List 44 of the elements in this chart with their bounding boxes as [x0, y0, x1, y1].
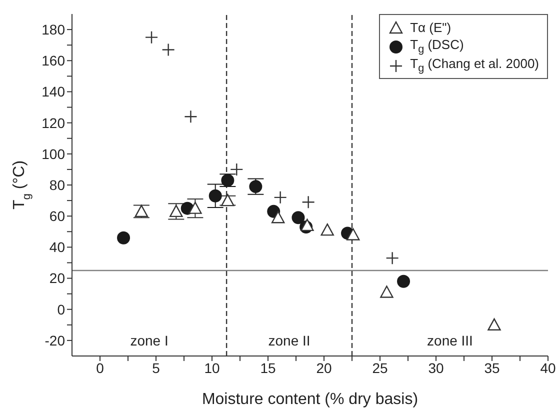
point: [184, 110, 198, 124]
x-tick-label: 20: [316, 360, 332, 376]
y-tick-label: -20: [44, 332, 66, 348]
point: [117, 231, 130, 244]
annotation: zone I: [130, 332, 168, 349]
y-tick-label: 40: [49, 239, 66, 256]
point: [302, 196, 315, 209]
point: [271, 211, 285, 224]
legend-label: T$_{g}$ (Chang et al. 2000): [410, 56, 539, 75]
annotation: zone III: [427, 332, 473, 349]
x-tick-label: 25: [372, 360, 388, 376]
legend-label: T$_{g}$ (DSC): [410, 37, 464, 56]
x-tick-label: 40: [540, 360, 556, 376]
annotation: zone II: [268, 332, 310, 349]
point: [320, 223, 334, 236]
y-tick-label: 120: [42, 114, 66, 131]
y-tick-label: 20: [49, 270, 66, 286]
y-tick-label: 80: [49, 176, 66, 193]
y-tick-label: 140: [42, 84, 66, 100]
x-tick-label: 15: [260, 360, 276, 376]
x-tick-label: 35: [484, 360, 500, 376]
point: [346, 228, 360, 240]
x-tick-label: 30: [428, 360, 444, 376]
point: [230, 162, 244, 176]
point: [488, 318, 501, 331]
x-tick-label: 10: [204, 360, 220, 376]
point: [208, 189, 222, 202]
point: [274, 190, 287, 204]
point: [144, 30, 158, 44]
x-tick-label: 5: [152, 360, 160, 376]
point: [162, 43, 175, 56]
y-tick-label: 160: [42, 52, 66, 69]
point: [397, 274, 410, 288]
y-tick-label: 0: [57, 301, 66, 318]
x-tick-label: 0: [96, 360, 104, 376]
y-tick-label: 100: [42, 146, 66, 162]
x-axis-title: Moisture content (% dry basis): [202, 391, 418, 408]
y-tick-label: 180: [42, 22, 66, 38]
point: [292, 211, 305, 224]
point: [380, 286, 394, 298]
legend-label: Tα (E"): [410, 20, 452, 35]
point: [188, 202, 202, 214]
y-tick-label: 60: [49, 208, 66, 224]
point: [386, 251, 399, 265]
